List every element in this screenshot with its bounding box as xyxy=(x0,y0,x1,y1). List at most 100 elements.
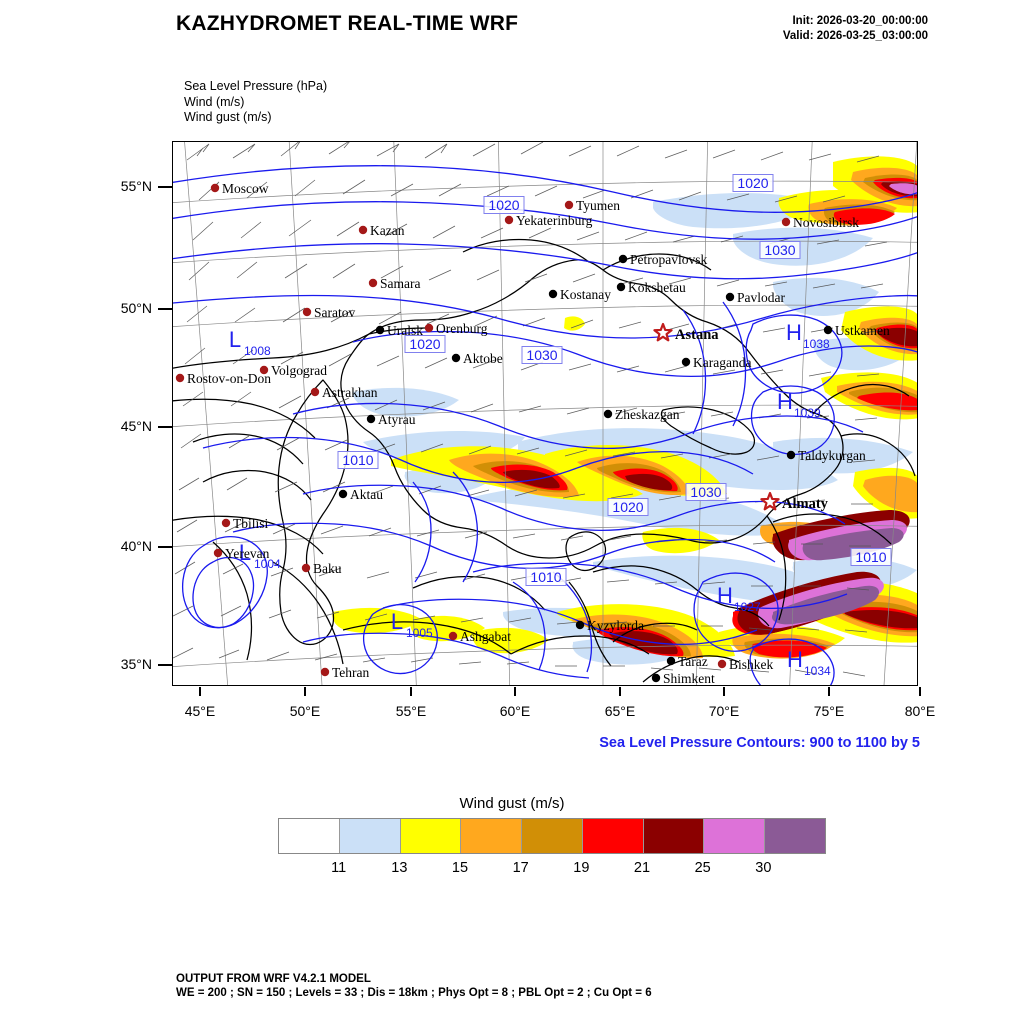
city-label: Taraz xyxy=(678,654,708,669)
city-label: Tyumen xyxy=(576,198,620,213)
colorbar-tick-label: 11 xyxy=(331,860,347,876)
city-marker xyxy=(366,414,376,424)
capital-star-icon xyxy=(653,322,673,342)
lat-label: 35°N xyxy=(120,656,152,672)
contour-label-box xyxy=(525,568,567,586)
high-pressure-marker: H xyxy=(777,389,793,414)
capital-star-icon xyxy=(760,491,780,511)
colorbar-swatch[interactable] xyxy=(338,819,400,853)
colorbar-swatch[interactable] xyxy=(703,819,765,853)
city-label: Shimkent xyxy=(663,671,715,686)
city-label: Volgograd xyxy=(271,363,327,378)
colorbar-tick-label: 13 xyxy=(391,860,408,876)
field-legend-line-pressure: Sea Level Pressure (hPa) xyxy=(184,79,328,93)
city-label: Rostov-on-Don xyxy=(187,371,271,386)
city-marker xyxy=(448,631,458,641)
contour-label: 1010 xyxy=(530,569,561,585)
colorbar-swatch[interactable] xyxy=(764,819,826,853)
lon-tick xyxy=(199,687,201,696)
lon-label: 60°E xyxy=(499,703,531,719)
capital-label: Almaty xyxy=(782,496,829,512)
contour-label-box xyxy=(483,196,525,214)
lon-label: 45°E xyxy=(184,703,216,719)
city-label: Moscow xyxy=(222,181,269,196)
city-marker xyxy=(424,323,434,333)
contour-label: 1020 xyxy=(409,336,440,352)
lat-label: 50°N xyxy=(120,300,152,316)
city-label: Kostanay xyxy=(560,287,611,302)
pressure-center-value: 1005 xyxy=(406,626,433,640)
colorbar-swatch[interactable] xyxy=(642,819,704,853)
pressure-center-value: 1034 xyxy=(804,664,831,678)
city-label: Orenburg xyxy=(436,321,488,336)
city-marker xyxy=(175,373,185,383)
lon-label: 70°E xyxy=(708,703,740,719)
lat-tick xyxy=(158,546,172,548)
colorbar-swatch[interactable] xyxy=(460,819,522,853)
contour-label-box xyxy=(685,483,727,501)
contour-label-box xyxy=(337,451,379,469)
init-time-label: Init: 2026-03-20_00:00:00 xyxy=(792,15,928,27)
lat-label: 45°N xyxy=(120,418,152,434)
contour-caption: Sea Level Pressure Contours: 900 to 1100… xyxy=(599,735,920,751)
pressure-center-value: 1027 xyxy=(734,600,761,614)
lon-label: 55°E xyxy=(395,703,427,719)
colorbar-swatch[interactable] xyxy=(399,819,461,853)
high-pressure-marker: H xyxy=(717,583,733,608)
city-marker xyxy=(302,307,312,317)
colorbar-tick-labels: 11 13 15 17 19 21 25 30 xyxy=(278,860,824,882)
city-marker xyxy=(681,357,691,367)
city-marker xyxy=(375,325,385,335)
field-legend-line-wind: Wind (m/s) xyxy=(184,94,245,109)
colorbar-swatch[interactable] xyxy=(521,819,582,853)
lon-tick xyxy=(514,687,516,696)
city-marker xyxy=(358,225,368,235)
lat-label: 55°N xyxy=(120,178,152,194)
lon-tick xyxy=(723,687,725,696)
contour-label: 1030 xyxy=(690,484,721,500)
lon-label: 50°E xyxy=(289,703,321,719)
contour-label: 1020 xyxy=(612,499,643,515)
footer-line-model: OUTPUT FROM WRF V4.2.1 MODEL xyxy=(176,973,371,985)
city-label: Tehran xyxy=(332,665,370,680)
lon-tick xyxy=(619,687,621,696)
lon-tick xyxy=(410,687,412,696)
city-label: Petropavlovsk xyxy=(630,252,707,267)
city-marker xyxy=(504,215,514,225)
city-label: Kyzylorda xyxy=(587,618,644,633)
pressure-center-value: 1008 xyxy=(244,344,271,358)
city-marker xyxy=(221,518,231,528)
pressure-center-value: 1004 xyxy=(254,557,281,571)
city-label: Saratov xyxy=(314,305,355,320)
wind-gust-colorbar[interactable] xyxy=(278,818,826,854)
field-legend-line-gust: Wind gust (m/s) xyxy=(184,110,272,124)
colorbar-tick-label: 21 xyxy=(633,860,651,876)
city-label: Zheskazgan xyxy=(615,407,680,422)
lat-tick xyxy=(158,664,172,666)
colorbar-tick-label: 30 xyxy=(755,860,772,876)
contour-label: 1020 xyxy=(488,197,519,213)
city-label: Taldykurgan xyxy=(798,448,866,463)
city-label: Aktobe xyxy=(463,351,503,366)
page-title: KAZHYDROMET REAL-TIME WRF xyxy=(176,12,519,35)
low-pressure-marker: L xyxy=(239,540,251,565)
colorbar-swatch[interactable] xyxy=(279,819,339,853)
city-marker xyxy=(213,548,223,558)
colorbar-swatch[interactable] xyxy=(581,819,643,853)
city-marker xyxy=(451,353,461,363)
colorbar-tick-label: 17 xyxy=(512,860,529,876)
city-label: Atyrau xyxy=(378,412,416,427)
city-label: Aktau xyxy=(350,487,383,502)
city-label: Samara xyxy=(380,276,420,291)
city-marker xyxy=(618,254,628,264)
lon-tick xyxy=(828,687,830,696)
valid-time-label: Valid: 2026-03-25_03:00:00 xyxy=(782,30,928,42)
city-label: Uralsk xyxy=(387,323,423,338)
city-marker xyxy=(616,282,626,292)
city-marker xyxy=(603,409,613,419)
city-label: Bishkek xyxy=(729,657,774,672)
city-marker xyxy=(823,325,833,335)
city-marker xyxy=(301,563,311,573)
weather-map[interactable]: 1020 1020 1030 1020 1030 1010 1020 1030 1010 1010… xyxy=(172,141,918,686)
